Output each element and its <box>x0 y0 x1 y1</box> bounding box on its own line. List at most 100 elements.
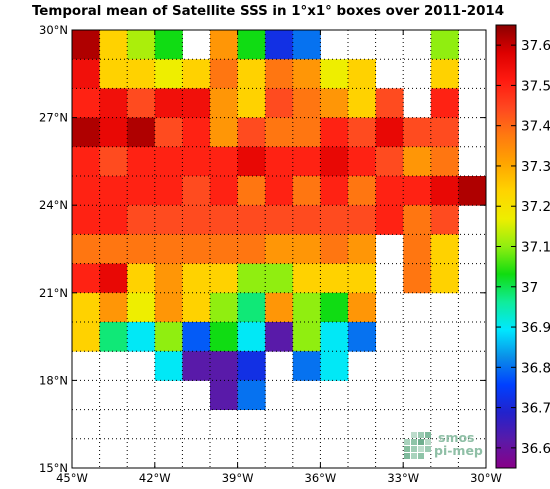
heatmap-cell <box>292 117 321 148</box>
heatmap-cell <box>348 59 376 89</box>
heatmap-cell <box>127 292 156 323</box>
heatmap-cell <box>375 117 404 148</box>
heatmap-cell <box>237 117 266 148</box>
heatmap-cell <box>292 146 321 177</box>
x-tick-label: 30°W <box>470 471 502 485</box>
heatmap-cell <box>320 59 349 89</box>
heatmap-cell <box>237 234 266 264</box>
heatmap-cell <box>72 176 100 206</box>
heatmap-cell <box>99 146 128 177</box>
heatmap-cell <box>182 351 211 381</box>
heatmap-cells <box>72 30 487 410</box>
heatmap-cell <box>265 234 294 264</box>
logo-tile <box>425 432 431 438</box>
heatmap-cell <box>182 176 211 206</box>
heatmap-cell <box>375 88 404 118</box>
heatmap-cell <box>99 205 128 235</box>
heatmap-cell <box>210 351 238 381</box>
heatmap-cell <box>154 322 183 352</box>
heatmap-cell <box>320 351 349 381</box>
logo-tile <box>404 446 410 452</box>
heatmap-cell <box>292 59 321 89</box>
colorbar-tick-label: 37.4 <box>521 119 550 135</box>
heatmap-cell <box>320 292 349 323</box>
colorbar-tick-label: 37.2 <box>521 199 550 215</box>
heatmap-cell <box>430 88 459 118</box>
heatmap-cell <box>210 205 238 235</box>
heatmap-cell <box>210 59 238 89</box>
heatmap-cell <box>72 263 100 294</box>
heatmap-cell <box>72 205 100 235</box>
heatmap-cell <box>320 205 349 235</box>
heatmap-cell <box>210 117 238 148</box>
heatmap-cell <box>265 263 294 294</box>
logo-tile <box>404 453 410 459</box>
heatmap-cell <box>127 263 156 294</box>
heatmap-cell <box>154 30 183 60</box>
colorbar-tick-label: 37.6 <box>521 38 550 54</box>
heatmap-cell <box>154 263 183 294</box>
heatmap-cell <box>265 117 294 148</box>
x-tick-label: 45°W <box>56 471 88 485</box>
heatmap-cell <box>430 263 459 294</box>
heatmap-cell <box>99 322 128 352</box>
heatmap-cell <box>127 30 156 60</box>
heatmap-cell <box>127 176 156 206</box>
heatmap-cell <box>265 59 294 89</box>
plot-frame <box>71 29 487 469</box>
x-tick-label: 36°W <box>305 471 337 485</box>
heatmap-cell <box>72 117 100 148</box>
colorbar-tick-label: 36.8 <box>521 360 550 376</box>
heatmap-cell <box>154 292 183 323</box>
colorbar-tick-label: 36.7 <box>521 401 550 417</box>
heatmap-cell <box>154 59 183 89</box>
heatmap-cell <box>292 205 321 235</box>
logo-tile <box>411 432 417 438</box>
logo-tile <box>418 446 424 452</box>
heatmap-cell <box>154 234 183 264</box>
heatmap-cell <box>154 351 183 381</box>
heatmap-cell <box>320 234 349 264</box>
heatmap-cell <box>237 59 266 89</box>
x-tick-labels: 45°W 42°W 39°W 36°W 33°W 30°W <box>56 471 502 485</box>
heatmap-cell <box>348 292 376 323</box>
colorbar-ticks: 36.6 36.7 36.8 36.9 37 37.1 37.2 37.3 37.4 37.5 37… <box>496 38 550 457</box>
heatmap-cell <box>348 146 376 177</box>
heatmap-cell <box>237 146 266 177</box>
heatmap-cell <box>210 176 238 206</box>
heatmap-cell <box>127 205 156 235</box>
heatmap-cell <box>430 205 459 235</box>
heatmap-cell <box>237 176 266 206</box>
heatmap-cell <box>72 234 100 264</box>
heatmap-cell <box>292 30 321 60</box>
heatmap-cell <box>375 205 404 235</box>
heatmap-cell <box>292 234 321 264</box>
y-tick-labels: 15°N 18°N 21°N 24°N 27°N 30°N <box>39 23 68 475</box>
heatmap-cell <box>292 351 321 381</box>
heatmap-cell <box>348 205 376 235</box>
heatmap-cell <box>99 176 128 206</box>
heatmap-cell <box>210 30 238 60</box>
heatmap-cell <box>292 176 321 206</box>
heatmap-cell <box>430 30 459 60</box>
y-tick-label: 27°N <box>39 111 68 125</box>
heatmap-cell <box>265 88 294 118</box>
logo-tile <box>418 453 424 459</box>
heatmap-cell <box>237 88 266 118</box>
heatmap-cell <box>210 322 238 352</box>
logo-tile <box>418 439 424 445</box>
smos-pi-mep-logo: smos pi-mep <box>404 430 483 459</box>
heatmap-cell <box>210 234 238 264</box>
heatmap-cell <box>72 322 100 352</box>
y-tick-label: 18°N <box>39 373 68 387</box>
colorbar-tick-label: 37.5 <box>521 78 550 94</box>
heatmap-cell <box>348 176 376 206</box>
heatmap-cell <box>99 88 128 118</box>
x-tick-label: 33°W <box>387 471 419 485</box>
logo-tile <box>411 453 417 459</box>
heatmap-cell <box>154 117 183 148</box>
heatmap-cell <box>154 88 183 118</box>
heatmap-cell <box>72 292 100 323</box>
heatmap-cell <box>320 146 349 177</box>
heatmap-cell <box>154 205 183 235</box>
